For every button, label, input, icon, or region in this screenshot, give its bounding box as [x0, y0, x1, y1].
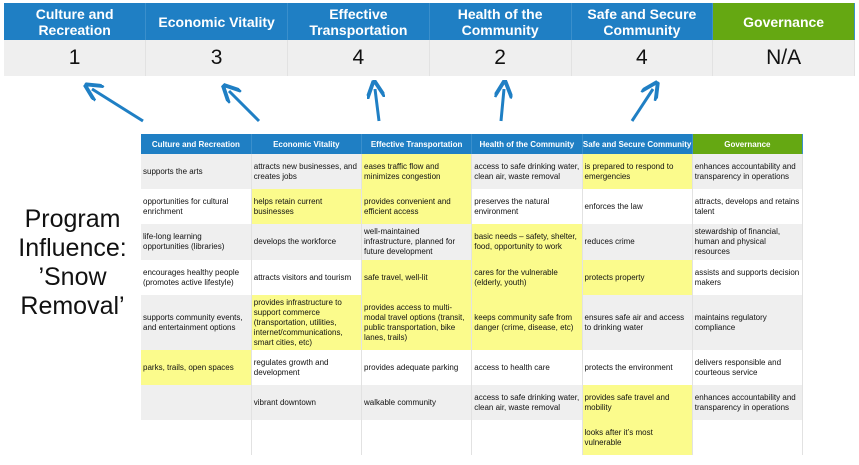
- program-title: Program Influence: ’Snow Removal’: [0, 205, 145, 321]
- table-cell: preserves the natural environment: [471, 189, 583, 224]
- table-row: looks after it’s most vulnerable: [141, 420, 804, 455]
- table-cell: enhances accountability and transparency…: [692, 385, 804, 420]
- table-cell: protects the environment: [582, 350, 693, 385]
- summary-header-safe: Safe and Secure Community: [571, 3, 714, 40]
- column-header: Health of the Community: [471, 134, 583, 154]
- table-cell: cares for the vulnerable (elderly, youth…: [471, 260, 583, 295]
- score-safe: 4: [571, 40, 714, 76]
- table-cell: [141, 420, 252, 455]
- table-cell: enhances accountability and transparency…: [692, 154, 804, 189]
- table-cell: walkable community: [361, 385, 473, 420]
- influence-table: Culture and Recreation Economic Vitality E…: [141, 134, 804, 455]
- table-cell: reduces crime: [582, 224, 693, 260]
- table-cell: access to safe drinking water, clean air…: [471, 385, 583, 420]
- table-cell: supports community events, and entertain…: [141, 295, 252, 350]
- title-line: Influence:: [18, 234, 127, 262]
- column-header: Governance: [692, 134, 804, 154]
- score-health: 2: [429, 40, 572, 76]
- table-row: vibrant downtown walkable community access…: [141, 385, 804, 420]
- table-header-row: Culture and Recreation Economic Vitality E…: [141, 134, 804, 154]
- table-cell: enforces the law: [582, 189, 693, 224]
- title-line: Program: [24, 205, 121, 233]
- table-cell: attracts new businesses, and creates job…: [251, 154, 363, 189]
- column-header: Economic Vitality: [251, 134, 363, 154]
- title-line: ’Snow: [38, 263, 107, 291]
- summary-header-health: Health of the Community: [429, 3, 572, 40]
- table-cell: opportunities for cultural enrichment: [141, 189, 252, 224]
- table-row: parks, trails, open spaces regulates grow…: [141, 350, 804, 385]
- table-cell: maintains regulatory compliance: [692, 295, 804, 350]
- summary-header-culture: Culture and Recreation: [4, 3, 147, 40]
- table-cell: parks, trails, open spaces: [141, 350, 252, 385]
- table-row: supports community events, and entertain…: [141, 295, 804, 350]
- table-cell: encourages healthy people (promotes acti…: [141, 260, 252, 295]
- table-cell: [251, 420, 363, 455]
- table-cell: looks after it’s most vulnerable: [582, 420, 693, 455]
- table-cell: supports the arts: [141, 154, 252, 189]
- table-cell: [141, 385, 252, 420]
- table-cell: [471, 420, 583, 455]
- table-cell: delivers responsible and courteous servi…: [692, 350, 804, 385]
- table-cell: [692, 420, 804, 455]
- table-cell: assists and supports decision makers: [692, 260, 804, 295]
- column-header: Culture and Recreation: [141, 134, 252, 154]
- table-cell: is prepared to respond to emergencies: [582, 154, 693, 189]
- table-cell: well-maintained infrastructure, planned …: [361, 224, 473, 260]
- table-row: life-long learning opportunities (librar…: [141, 224, 804, 260]
- score-summary-table: Culture and Recreation Economic Vitality…: [4, 3, 855, 76]
- table-row: opportunities for cultural enrichment hel…: [141, 189, 804, 224]
- column-header: Safe and Secure Community: [582, 134, 693, 154]
- table-cell: attracts visitors and tourism: [251, 260, 363, 295]
- table-cell: vibrant downtown: [251, 385, 363, 420]
- score-culture: 1: [4, 40, 147, 76]
- arrows: [0, 0, 859, 123]
- score-governance: N/A: [712, 40, 855, 76]
- arrow-icon: [229, 91, 261, 123]
- table-cell: provides access to multi-modal travel op…: [361, 295, 473, 350]
- table-cell: develops the workforce: [251, 224, 363, 260]
- title-line: Removal’: [20, 292, 125, 320]
- table-cell: access to safe drinking water, clean air…: [471, 154, 583, 189]
- score-transportation: 4: [287, 40, 430, 76]
- table-cell: [361, 420, 473, 455]
- arrow-icon: [501, 89, 504, 122]
- table-cell: regulates growth and development: [251, 350, 363, 385]
- table-cell: access to health care: [471, 350, 583, 385]
- table-cell: life-long learning opportunities (librar…: [141, 224, 252, 260]
- arrow-icon: [92, 89, 144, 123]
- arrow-icon: [630, 89, 653, 122]
- table-cell: provides adequate parking: [361, 350, 473, 385]
- summary-header-governance: Governance: [712, 3, 855, 40]
- score-row: 1 3 4 2 4 N/A: [4, 40, 855, 76]
- table-row: encourages healthy people (promotes acti…: [141, 260, 804, 295]
- score-header-row: Culture and Recreation Economic Vitality…: [4, 3, 855, 40]
- table-cell: helps retain current businesses: [251, 189, 363, 224]
- table-cell: provides safe travel and mobility: [582, 385, 693, 420]
- table-cell: provides convenient and efficient access: [361, 189, 473, 224]
- summary-header-economic: Economic Vitality: [145, 3, 288, 40]
- table-cell: keeps community safe from danger (crime,…: [471, 295, 583, 350]
- score-economic: 3: [145, 40, 288, 76]
- column-header: Effective Transportation: [361, 134, 473, 154]
- table-cell: provides infrastructure to support comme…: [251, 295, 363, 350]
- table-cell: safe travel, well-lit: [361, 260, 473, 295]
- table-cell: attracts, develops and retains talent: [692, 189, 804, 224]
- summary-header-transportation: Effective Transportation: [287, 3, 430, 40]
- table-cell: stewardship of financial, human and phys…: [692, 224, 804, 260]
- table-cell: basic needs – safety, shelter, food, opp…: [471, 224, 583, 260]
- table-row: supports the arts attracts new businesses…: [141, 154, 804, 189]
- table-cell: ensures safe air and access to drinking …: [582, 295, 693, 350]
- arrow-icon: [375, 89, 379, 122]
- table-cell: protects property: [582, 260, 693, 295]
- table-cell: eases traffic flow and minimizes congest…: [361, 154, 473, 189]
